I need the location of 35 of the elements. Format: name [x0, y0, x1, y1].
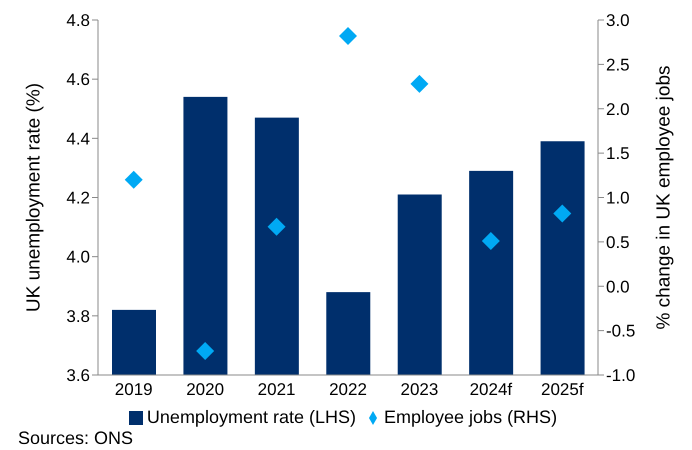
y2-tick-label: 0.0: [606, 277, 630, 296]
x-tick-label: 2025f: [541, 380, 584, 400]
y-tick-label: 3.6: [66, 366, 90, 386]
point: [124, 170, 143, 189]
x-tick-label: 2023: [400, 380, 438, 400]
y-tick-label: 4.8: [66, 11, 90, 30]
y2-tick-label: 2.5: [606, 55, 630, 74]
y-axis-title: UK unemployment rate (%): [24, 82, 45, 312]
point: [553, 204, 572, 222]
y2-tick-label: 1.0: [606, 188, 630, 208]
y2-axis-title: % change in UK employee jobs: [654, 65, 675, 330]
x-tick-label: 2021: [258, 380, 296, 400]
point: [196, 342, 214, 360]
x-tick-label: 2022: [329, 380, 367, 400]
y-tick-label: 4.6: [66, 70, 90, 90]
y-tick-label: 4.2: [66, 188, 90, 208]
y-tick-label: 4.0: [66, 248, 90, 267]
y2-tick-label: -0.5: [606, 322, 636, 341]
legend-label: Employee jobs (RHS): [384, 407, 558, 427]
source-note: Sources: ONS: [17, 428, 134, 449]
y2-tick-label: 2.0: [606, 100, 630, 119]
y-tick-label: 3.8: [66, 306, 90, 326]
x-tick-label: 2024f: [470, 380, 512, 400]
y2-tick-label: 0.5: [606, 232, 630, 252]
x-tick-label: 2019: [114, 380, 153, 400]
y-tick-label: 4.4: [66, 129, 90, 148]
y2-tick-label: 1.5: [606, 144, 630, 164]
y2-tick-label: -1.0: [606, 366, 636, 386]
point: [410, 74, 428, 93]
legend-label: Unemployment rate (LHS): [146, 407, 356, 427]
point: [339, 26, 357, 45]
point: [482, 232, 500, 250]
x-tick-label: 2020: [186, 380, 224, 400]
point: [268, 218, 286, 236]
y2-tick-label: 3.0: [606, 11, 630, 30]
